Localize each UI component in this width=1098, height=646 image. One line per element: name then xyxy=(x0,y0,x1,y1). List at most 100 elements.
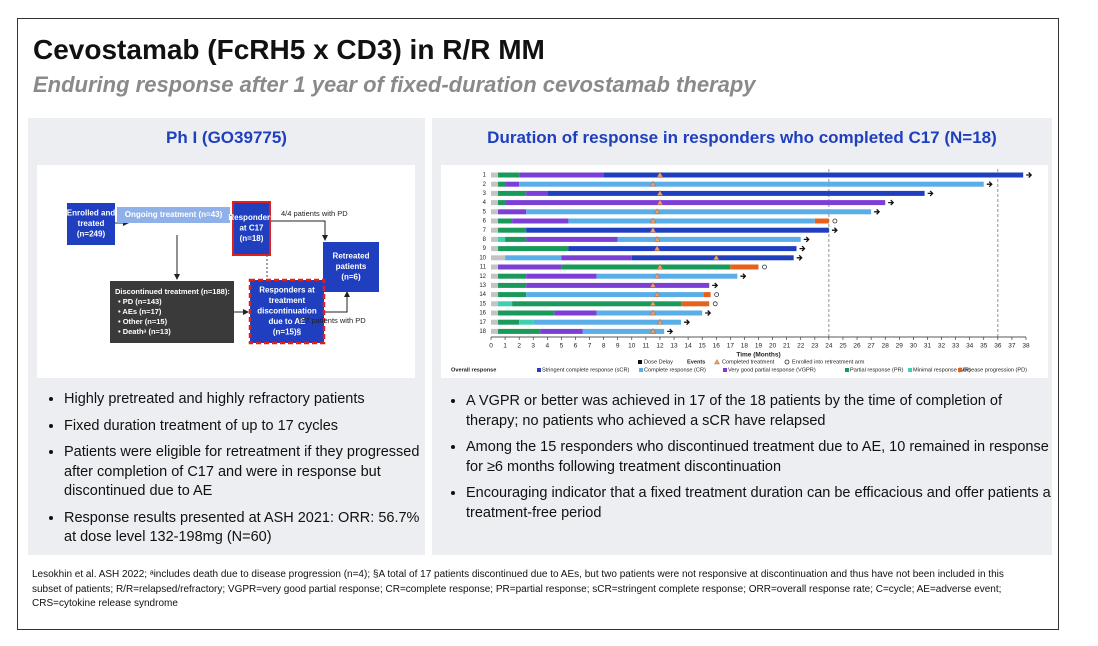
response-segment xyxy=(491,273,499,279)
node-label: patients xyxy=(336,262,367,271)
completed-marker xyxy=(649,281,657,288)
legend-label: Very good partial response (VGPR) xyxy=(728,367,816,373)
response-segment xyxy=(505,255,562,261)
edge-label: 4/4 patients with PD xyxy=(281,209,348,218)
ongoing-arrow xyxy=(712,282,719,289)
completed-marker xyxy=(656,263,664,270)
response-segment xyxy=(498,273,527,279)
node-label: (n=6) xyxy=(341,273,361,282)
x-tick-label: 3 xyxy=(531,343,535,350)
row-label: 3 xyxy=(483,191,487,197)
ongoing-arrow xyxy=(684,319,690,326)
legend-label: Events xyxy=(687,359,705,365)
response-segment xyxy=(596,273,738,279)
retreat-marker xyxy=(832,218,838,224)
row-label: 2 xyxy=(483,182,487,188)
diagram-node xyxy=(110,281,234,343)
response-segment xyxy=(498,172,520,178)
x-tick-label: 35 xyxy=(980,343,988,350)
ongoing-arrow xyxy=(705,310,712,316)
x-tick-label: 1 xyxy=(503,343,507,350)
ongoing-arrow xyxy=(667,328,674,335)
retreat-marker xyxy=(762,264,767,270)
ongoing-arrow xyxy=(888,199,895,206)
ongoing-arrow xyxy=(740,273,747,280)
node-label: (n=15)§ xyxy=(273,328,302,337)
ongoing-arrow xyxy=(803,236,810,243)
ongoing-arrow xyxy=(799,245,806,252)
node-label: Enrolled and xyxy=(67,209,116,218)
node-label: • Other (n=15) xyxy=(118,317,168,326)
legend-swatch xyxy=(714,359,720,365)
node-label: (n=18) xyxy=(240,234,264,243)
legend-label: Complete response (CR) xyxy=(644,367,706,373)
x-tick-label: 28 xyxy=(882,343,890,350)
node-label: discontinuation xyxy=(257,307,317,316)
completed-marker xyxy=(649,217,657,224)
ongoing-arrow xyxy=(927,190,934,197)
x-tick-label: 7 xyxy=(588,343,592,350)
response-segment xyxy=(491,301,499,307)
response-segment xyxy=(498,319,520,325)
completed-marker xyxy=(649,180,657,187)
x-tick-label: 12 xyxy=(656,343,664,350)
panel-heading: Duration of response in responders who c… xyxy=(487,128,997,147)
response-segment xyxy=(491,310,499,316)
response-segment xyxy=(498,181,506,187)
x-tick-label: 8 xyxy=(602,343,606,350)
legend-label: Enrolled into retreatment arm xyxy=(792,359,865,365)
diagram-box: Enrolled and treated (n=249) Ongoing treatm… xyxy=(37,165,415,378)
response-segment xyxy=(491,181,499,187)
completed-marker xyxy=(649,300,657,306)
response-segment xyxy=(631,255,794,261)
x-tick-label: 16 xyxy=(713,343,721,350)
x-tick-label: 15 xyxy=(699,343,707,350)
node-label: (n=249) xyxy=(77,230,106,239)
row-label: 7 xyxy=(483,228,487,234)
ongoing-arrow xyxy=(831,227,838,234)
diagram-node xyxy=(232,201,271,256)
response-segment xyxy=(561,255,632,261)
response-segment xyxy=(491,328,499,334)
node-label: Discontinued treatment (n=188): xyxy=(115,287,230,296)
node-label: • PD (n=143) xyxy=(118,297,162,306)
x-tick-label: 24 xyxy=(825,343,833,350)
x-tick-label: 26 xyxy=(853,343,861,350)
row-label: 10 xyxy=(479,255,486,261)
response-segment xyxy=(533,319,682,325)
row-label: 14 xyxy=(479,292,486,298)
response-segment xyxy=(491,255,506,261)
right-panel: Duration of response in responders who c… xyxy=(432,118,1052,555)
node-label: Responders xyxy=(228,213,275,222)
footnote-line: CRS=cytokine release syndrome xyxy=(32,598,178,609)
left-panel: Ph I (GO39775) Enrolled and treated (n=249… xyxy=(28,118,425,555)
bullet: Encouraging indicator that a fixed treat… xyxy=(466,484,1056,523)
response-segment xyxy=(491,282,499,288)
completed-marker xyxy=(656,199,664,205)
completed-marker xyxy=(649,309,657,316)
completed-marker xyxy=(656,189,664,196)
legend-label: Overall response xyxy=(451,367,496,373)
response-segment xyxy=(498,292,527,298)
response-segment xyxy=(519,172,604,178)
footnote: Lesokhin et al. ASH 2022; ᵃincludes deat… xyxy=(32,568,1004,612)
legend-swatch xyxy=(638,360,642,364)
x-tick-label: 13 xyxy=(670,343,678,350)
completed-marker xyxy=(656,318,664,325)
bullet: Response results presented at ASH 2021: … xyxy=(64,509,424,548)
title: Cevostamab (FcRH5 x CD3) in R/R MM xyxy=(33,34,545,65)
x-tick-label: 31 xyxy=(924,343,932,350)
x-tick-label: 19 xyxy=(755,343,763,350)
x-tick-label: 32 xyxy=(938,343,946,350)
response-segment xyxy=(498,282,527,288)
node-label: at C17 xyxy=(239,224,264,233)
x-tick-label: 20 xyxy=(769,343,777,350)
legend-swatch xyxy=(908,368,912,372)
response-segment xyxy=(498,264,562,270)
response-segment xyxy=(491,246,499,252)
x-tick-label: 33 xyxy=(952,343,960,350)
node-label: treatment xyxy=(269,296,306,305)
x-tick-label: 14 xyxy=(684,343,692,350)
legend-label: Stringent complete response (sCR) xyxy=(542,367,629,373)
response-segment xyxy=(505,181,520,187)
